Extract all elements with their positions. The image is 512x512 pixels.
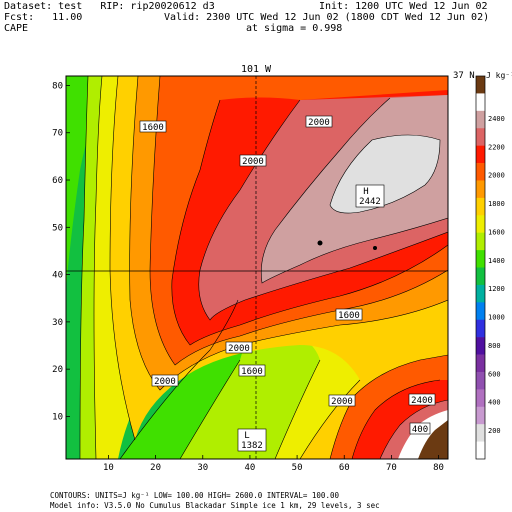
- colorbar-swatch: [476, 197, 485, 216]
- contour-label: 1600: [142, 123, 164, 133]
- x-tick-label: 10: [103, 463, 114, 473]
- x-tick-label: 80: [433, 463, 444, 473]
- dataset-line: Dataset: test RIP: rip20020612 d3: [4, 1, 215, 12]
- x-tick-label: 40: [245, 463, 256, 473]
- colorbar-swatch: [476, 215, 485, 233]
- x-tick-label: 30: [197, 463, 208, 473]
- contour-label: 2000: [228, 344, 250, 354]
- colorbar-tick-label: 200: [488, 427, 501, 435]
- meridian-label: 101 W: [241, 64, 272, 75]
- colorbar-swatch: [476, 93, 485, 112]
- colorbar-tick-label: 2000: [488, 172, 505, 180]
- contour-label: 2400: [411, 396, 433, 406]
- colorbar-swatch: [476, 319, 485, 338]
- fcst-line: Fcst: 11.00: [4, 12, 83, 23]
- low-marker: L 1382: [237, 428, 267, 452]
- parallel-label: 37 N: [453, 71, 475, 81]
- colorbar-swatch: [476, 128, 485, 146]
- contour-label: 1600: [338, 311, 360, 321]
- plot-frame: [65, 75, 449, 460]
- contour-label: 2000: [154, 377, 176, 387]
- colorbar-tick-label: 1800: [488, 200, 505, 208]
- contour-label: 2000: [308, 118, 330, 128]
- high-symbol: H: [363, 187, 368, 197]
- x-tick-label: 70: [386, 463, 397, 473]
- sigma-line: at sigma = 0.998: [246, 23, 343, 34]
- contour-label: 2000: [242, 157, 264, 167]
- colorbar-swatch: [476, 337, 485, 355]
- storm-dot: [317, 240, 323, 246]
- y-tick-label: 30: [52, 318, 63, 328]
- contour-label: 2000: [331, 397, 353, 407]
- high-value: 2442: [359, 197, 381, 207]
- x-axis-ticks: 10 20 30 40 50 60 70 80: [103, 455, 444, 473]
- x-tick-label: 50: [292, 463, 303, 473]
- footer-contours-line: CONTOURS: UNITS=J kg⁻¹ LOW= 100.00 HIGH=…: [50, 491, 339, 500]
- cape-shaded-field: [66, 76, 448, 459]
- colorbar: 2400 2200 2000 1800 1600 1400 1200 1000 800 600 40…: [475, 75, 505, 460]
- init-line: Init: 1200 UTC Wed 12 Jun 02: [319, 1, 488, 12]
- colorbar-frame: [475, 75, 486, 460]
- low-symbol: L: [244, 431, 249, 441]
- y-tick-label: 50: [52, 223, 63, 233]
- high-marker: H 2442: [355, 184, 385, 208]
- contour-lines: [79, 76, 448, 459]
- colorbar-tick-label: 1200: [488, 285, 505, 293]
- colorbar-units: J kg⁻¹: [486, 71, 512, 80]
- field-name: CAPE: [4, 23, 29, 34]
- colorbar-swatch: [476, 76, 485, 94]
- y-tick-label: 70: [52, 129, 63, 139]
- colorbar-swatch: [476, 354, 485, 373]
- y-tick-label: 80: [52, 81, 63, 91]
- colorbar-tick-label: 600: [488, 370, 501, 378]
- y-tick-label: 20: [52, 365, 63, 375]
- colorbar-swatch: [476, 389, 485, 408]
- colorbar-tick-label: 1400: [488, 257, 505, 265]
- colorbar-swatch: [476, 267, 485, 286]
- colorbar-tick-label: 800: [488, 342, 501, 350]
- storm-dot: [373, 246, 377, 250]
- colorbar-swatch: [476, 284, 485, 303]
- colorbar-swatch: [476, 441, 485, 460]
- colorbar-swatch: [476, 302, 485, 321]
- colorbar-swatch: [476, 232, 485, 251]
- colorbar-swatch: [476, 371, 485, 390]
- colorbar-swatch: [476, 145, 485, 164]
- y-tick-label: 10: [52, 412, 63, 422]
- y-tick-label: 40: [52, 271, 63, 281]
- colorbar-swatch: [476, 110, 485, 129]
- low-cape-region-brown: [418, 420, 448, 459]
- colorbar-tick-label: 1000: [488, 314, 505, 322]
- low-value: 1382: [241, 441, 263, 451]
- colorbar-swatch: [476, 163, 485, 181]
- colorbar-swatch: [476, 180, 485, 199]
- x-tick-label: 60: [339, 463, 350, 473]
- x-tick-label: 20: [150, 463, 161, 473]
- contour-label: 400: [412, 425, 428, 435]
- y-tick-label: 60: [52, 176, 63, 186]
- contour-label-group: 1600 2000 2000 2000 1600 2000 1600 2000 …: [139, 115, 436, 435]
- colorbar-tick-label: 2400: [488, 115, 505, 123]
- contour-label: 1600: [241, 367, 263, 377]
- colorbar-swatch: [476, 250, 485, 268]
- footer-model-info-line: Model info: V3.5.0 No Cumulus Blackadar …: [50, 501, 380, 510]
- y-axis-ticks: 10 20 30 40 50 60 70 80: [52, 81, 70, 422]
- colorbar-tick-label: 1600: [488, 228, 505, 236]
- valid-line: Valid: 2300 UTC Wed 12 Jun 02 (1800 CDT …: [164, 12, 490, 23]
- colorbar-swatch: [476, 406, 485, 425]
- colorbar-tick-label: 400: [488, 399, 501, 407]
- colorbar-tick-label: 2200: [488, 143, 505, 151]
- colorbar-swatch: [476, 424, 485, 442]
